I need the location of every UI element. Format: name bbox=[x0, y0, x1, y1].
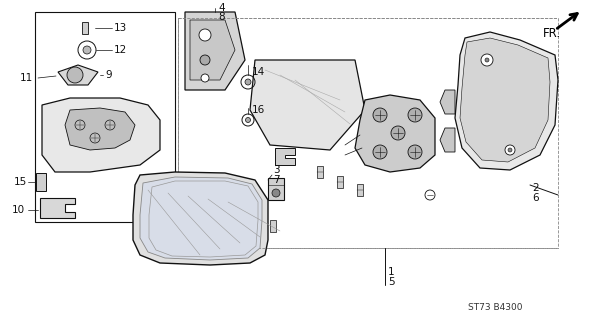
Circle shape bbox=[485, 58, 489, 62]
Text: 3: 3 bbox=[273, 165, 280, 175]
Polygon shape bbox=[185, 12, 245, 90]
Polygon shape bbox=[455, 32, 558, 170]
Text: 8: 8 bbox=[218, 12, 225, 22]
Text: 15: 15 bbox=[14, 177, 27, 187]
Text: FR.: FR. bbox=[543, 27, 561, 39]
Polygon shape bbox=[440, 128, 455, 152]
Text: 14: 14 bbox=[252, 67, 265, 77]
Polygon shape bbox=[355, 95, 435, 172]
Polygon shape bbox=[42, 98, 160, 172]
Text: 10: 10 bbox=[12, 205, 25, 215]
Circle shape bbox=[505, 145, 515, 155]
Bar bbox=[357, 184, 363, 196]
Bar bbox=[268, 178, 284, 200]
Polygon shape bbox=[58, 65, 98, 85]
Bar bbox=[317, 166, 323, 178]
Circle shape bbox=[201, 74, 209, 82]
Bar bbox=[82, 22, 88, 34]
Bar bbox=[178, 18, 558, 248]
Text: 1: 1 bbox=[388, 267, 395, 277]
Circle shape bbox=[67, 67, 83, 83]
Circle shape bbox=[200, 55, 210, 65]
Bar bbox=[337, 176, 343, 188]
Polygon shape bbox=[133, 172, 268, 265]
Bar bbox=[35, 12, 175, 222]
Text: 7: 7 bbox=[273, 175, 280, 185]
Polygon shape bbox=[40, 198, 75, 218]
Text: 12: 12 bbox=[114, 45, 128, 55]
Circle shape bbox=[83, 46, 91, 54]
Bar bbox=[36, 173, 46, 191]
Circle shape bbox=[508, 148, 512, 152]
Circle shape bbox=[272, 189, 280, 197]
Text: 13: 13 bbox=[114, 23, 128, 33]
Text: 9: 9 bbox=[105, 70, 111, 80]
Text: 5: 5 bbox=[388, 277, 395, 287]
Circle shape bbox=[408, 145, 422, 159]
Circle shape bbox=[408, 108, 422, 122]
Circle shape bbox=[245, 79, 251, 85]
Polygon shape bbox=[140, 177, 262, 260]
Bar bbox=[270, 220, 276, 232]
Circle shape bbox=[373, 108, 387, 122]
Text: 2: 2 bbox=[532, 183, 539, 193]
Circle shape bbox=[391, 126, 405, 140]
Polygon shape bbox=[190, 20, 235, 80]
Polygon shape bbox=[65, 108, 135, 150]
Circle shape bbox=[481, 54, 493, 66]
Text: 16: 16 bbox=[252, 105, 265, 115]
Text: 4: 4 bbox=[218, 3, 225, 13]
Polygon shape bbox=[275, 148, 295, 165]
Polygon shape bbox=[440, 90, 455, 114]
Circle shape bbox=[199, 29, 211, 41]
Text: ST73 B4300: ST73 B4300 bbox=[468, 303, 523, 313]
Polygon shape bbox=[460, 38, 550, 162]
Polygon shape bbox=[250, 60, 365, 150]
Text: 6: 6 bbox=[532, 193, 539, 203]
Text: 11: 11 bbox=[20, 73, 33, 83]
Circle shape bbox=[246, 117, 250, 123]
Circle shape bbox=[373, 145, 387, 159]
